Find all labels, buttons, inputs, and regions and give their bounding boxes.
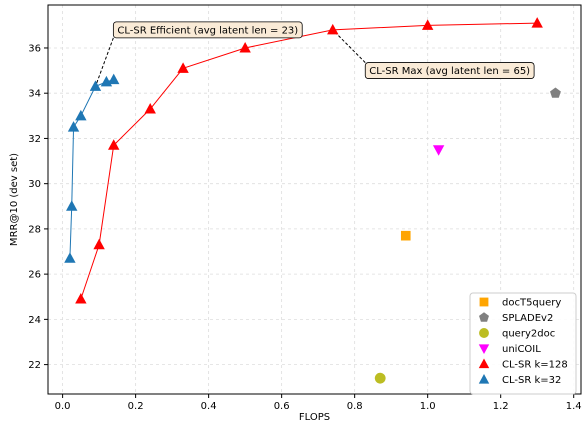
y-tick-label: 36 [28, 43, 41, 54]
x-tick-label: 1.0 [420, 401, 436, 412]
data-point-spladev2 [550, 87, 561, 98]
legend-marker-spladev2 [479, 312, 489, 322]
annotation-leader [332, 29, 366, 63]
y-axis-ticks: 22 24 26 28 30 32 34 36 [28, 43, 48, 371]
x-tick-label: 0.6 [274, 401, 290, 412]
data-point-cl-sr-k-128 [421, 19, 434, 30]
annotations: CL-SR Efficient (avg latent len = 23) CL-… [94, 21, 535, 87]
legend-label-query2doc: query2doc [502, 329, 555, 340]
legend-label-cl-sr-k-32: CL-SR k=32 [502, 375, 561, 386]
annotation-box [112, 21, 303, 39]
annotation-box [364, 62, 535, 79]
data-point-cl-sr-k-128 [144, 103, 156, 114]
legend-label-spladev2: SPLADEv2 [502, 313, 553, 324]
y-tick-label: 34 [28, 89, 41, 100]
data-point-unicoil [432, 145, 445, 156]
x-tick-label: 0.2 [128, 401, 144, 412]
data-point-cl-sr-k-128 [327, 23, 339, 35]
annotation-leader [94, 37, 114, 87]
x-tick-label: 0.4 [201, 401, 217, 412]
y-tick-label: 32 [28, 134, 41, 145]
data-point-doct5query [400, 230, 411, 241]
annotation-text: CL-SR Efficient (avg latent len = 23) [117, 25, 298, 36]
annotation-0: CL-SR Efficient (avg latent len = 23) [112, 21, 303, 39]
data-point-cl-sr-k-128 [177, 62, 189, 73]
legend-label-doct5query: docT5query [502, 298, 561, 309]
legend-marker-query2doc [479, 328, 489, 338]
x-tick-label: 0.8 [347, 401, 363, 412]
y-tick-label: 24 [28, 315, 41, 326]
legend-marker-cl-sr-k-32 [478, 374, 490, 384]
annotation-1: CL-SR Max (avg latent len = 65) [364, 62, 535, 79]
data-point-cl-sr-k-128 [75, 293, 87, 304]
plot-frame [47, 4, 582, 395]
x-tick-label: 1.2 [493, 401, 509, 412]
x-tick-label: 0.0 [55, 401, 71, 412]
y-tick-label: 26 [28, 270, 41, 281]
x-tick-label: 1.4 [566, 401, 582, 412]
y-axis-label: MRR@10 (dev set) [9, 153, 20, 246]
data-point-cl-sr-k-32 [75, 109, 87, 121]
annotation-text: CL-SR Max (avg latent len = 65) [369, 66, 530, 77]
legend-marker-unicoil [478, 344, 490, 354]
legend-marker-doct5query [479, 297, 489, 307]
y-tick-label: 28 [28, 224, 41, 235]
legend-marker-cl-sr-k-128 [478, 358, 490, 369]
legend-label-cl-sr-k-128: CL-SR k=128 [502, 360, 568, 371]
data-point-cl-sr-k-128 [531, 17, 543, 28]
data-point-cl-sr-k-128 [108, 139, 120, 150]
data-point-cl-sr-k-32 [89, 80, 102, 91]
series-line-cl-sr-k-32 [69, 79, 114, 259]
legend-frame [469, 292, 577, 395]
legend: docT5query SPLADEv2 query2doc uniCOIL CL-SR … [469, 292, 577, 395]
data-points [64, 17, 561, 384]
data-point-cl-sr-k-32 [67, 121, 80, 132]
data-point-cl-sr-k-128 [239, 41, 251, 53]
x-axis-ticks: 0.0 0.2 0.4 0.6 0.8 1.0 1.2 1.4 [55, 394, 582, 412]
legend-label-unicoil: uniCOIL [502, 344, 541, 355]
data-point-cl-sr-k-128 [93, 238, 105, 250]
data-point-query2doc [374, 372, 386, 384]
data-point-cl-sr-k-32 [64, 252, 76, 263]
y-tick-label: 30 [28, 179, 41, 190]
y-tick-label: 22 [28, 360, 41, 371]
x-axis-label: FLOPS [299, 412, 330, 423]
data-point-cl-sr-k-32 [66, 200, 78, 211]
data-point-cl-sr-k-32 [108, 73, 120, 85]
